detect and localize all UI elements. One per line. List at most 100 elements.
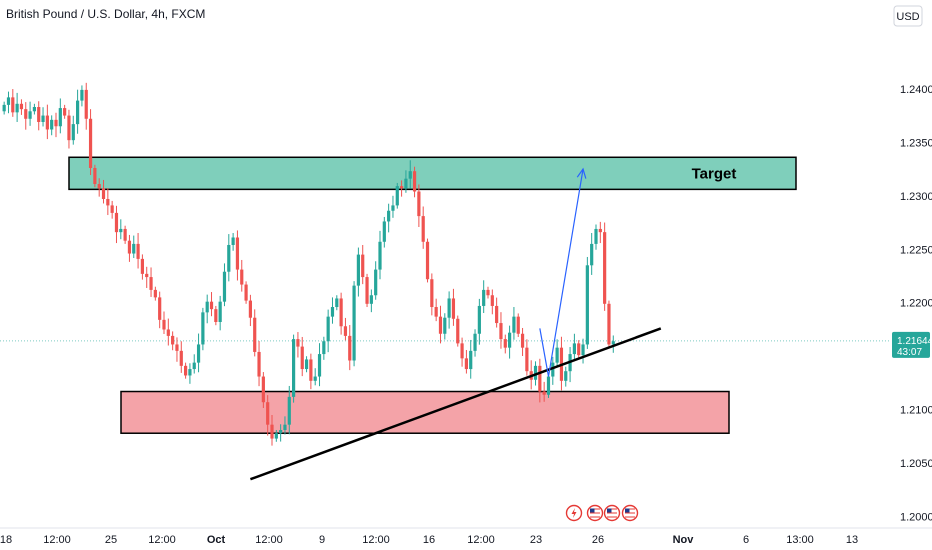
candle[interactable] xyxy=(2,101,6,115)
candle[interactable] xyxy=(421,206,425,249)
candle[interactable] xyxy=(525,339,529,376)
candle[interactable] xyxy=(512,307,516,340)
candle[interactable] xyxy=(317,343,322,387)
candle[interactable] xyxy=(495,297,499,328)
candle[interactable] xyxy=(101,179,106,204)
candle[interactable] xyxy=(395,182,399,209)
candle[interactable] xyxy=(171,331,175,351)
candle[interactable] xyxy=(218,295,222,331)
candle[interactable] xyxy=(209,292,214,317)
candle[interactable] xyxy=(54,112,58,138)
candle[interactable] xyxy=(253,309,257,357)
candle[interactable] xyxy=(430,273,434,316)
resistance-zone[interactable] xyxy=(68,156,797,191)
candle[interactable] xyxy=(50,115,54,136)
candle[interactable] xyxy=(166,318,170,346)
candle[interactable] xyxy=(378,230,382,280)
candle[interactable] xyxy=(490,289,494,315)
currency-button[interactable] xyxy=(893,5,923,27)
candle[interactable] xyxy=(611,335,615,353)
candle[interactable] xyxy=(482,280,486,314)
candle[interactable] xyxy=(24,102,28,130)
candle[interactable] xyxy=(343,317,348,341)
candle[interactable] xyxy=(270,415,274,446)
candle[interactable] xyxy=(274,430,278,442)
candle[interactable] xyxy=(460,337,464,367)
candle[interactable] xyxy=(28,101,32,126)
candle[interactable] xyxy=(572,333,576,362)
candle[interactable] xyxy=(149,267,153,297)
candle[interactable] xyxy=(408,160,412,189)
candle[interactable] xyxy=(590,233,594,275)
candle[interactable] xyxy=(63,104,67,119)
projection-path[interactable] xyxy=(539,168,584,377)
candle[interactable] xyxy=(438,305,443,344)
candle[interactable] xyxy=(140,254,144,280)
candle[interactable] xyxy=(67,109,71,149)
candle[interactable] xyxy=(279,424,283,442)
candle[interactable] xyxy=(546,373,551,398)
candle[interactable] xyxy=(499,312,503,349)
candle[interactable] xyxy=(192,354,196,374)
candle[interactable] xyxy=(348,324,352,371)
candle[interactable] xyxy=(287,385,291,435)
candle[interactable] xyxy=(313,368,317,386)
time-axis[interactable]: 18 12:00 25 12:00 Oct 12:00 9 12:00 16 12:00 23 26 N… xyxy=(0,527,932,546)
candle[interactable] xyxy=(473,329,477,357)
us-flag-icon[interactable] xyxy=(621,504,639,522)
candle[interactable] xyxy=(58,98,62,134)
candle[interactable] xyxy=(516,313,520,337)
candle[interactable] xyxy=(551,356,555,385)
candle[interactable] xyxy=(581,338,585,364)
candle[interactable] xyxy=(71,115,75,145)
candle[interactable] xyxy=(235,230,240,281)
candle[interactable] xyxy=(222,263,227,307)
candle[interactable] xyxy=(231,233,235,251)
candle[interactable] xyxy=(240,259,244,292)
candle[interactable] xyxy=(214,305,218,326)
candle[interactable] xyxy=(145,266,149,288)
candle[interactable] xyxy=(477,298,481,345)
candle[interactable] xyxy=(158,291,162,329)
candle[interactable] xyxy=(179,341,183,373)
candle[interactable] xyxy=(464,350,468,374)
candle[interactable] xyxy=(266,395,270,436)
candle[interactable] xyxy=(425,238,430,283)
candle[interactable] xyxy=(443,313,447,340)
candle[interactable] xyxy=(456,315,460,347)
candle[interactable] xyxy=(88,109,93,176)
candle[interactable] xyxy=(352,281,356,367)
candle[interactable] xyxy=(80,85,84,107)
candle[interactable] xyxy=(326,309,330,353)
candle[interactable] xyxy=(132,235,136,259)
candle[interactable] xyxy=(196,333,201,373)
candle[interactable] xyxy=(330,297,335,324)
candle[interactable] xyxy=(292,334,296,403)
candle[interactable] xyxy=(365,273,369,308)
candle[interactable] xyxy=(41,107,45,127)
candle[interactable] xyxy=(486,286,490,299)
candle[interactable] xyxy=(32,103,36,115)
candle[interactable] xyxy=(6,91,11,114)
current-price-badge[interactable] xyxy=(892,331,930,358)
candle[interactable] xyxy=(607,300,611,348)
event-icons[interactable] xyxy=(565,504,639,522)
candle[interactable] xyxy=(127,234,132,262)
candle[interactable] xyxy=(261,372,265,408)
candle[interactable] xyxy=(123,225,127,244)
candle[interactable] xyxy=(603,222,607,311)
candle[interactable] xyxy=(382,216,386,248)
candle[interactable] xyxy=(538,358,542,403)
candle[interactable] xyxy=(400,180,404,197)
us-flag-icon[interactable] xyxy=(586,504,604,522)
price-axis[interactable]: USD 1.24000 1.23500 1.23000 1.22500 1.22000 1… xyxy=(892,5,932,524)
candle[interactable] xyxy=(451,288,456,326)
candle[interactable] xyxy=(508,325,512,359)
candle[interactable] xyxy=(93,164,97,188)
candle[interactable] xyxy=(283,416,287,435)
candle[interactable] xyxy=(244,281,248,304)
candle[interactable] xyxy=(577,340,581,359)
candle[interactable] xyxy=(520,327,525,357)
candle[interactable] xyxy=(11,89,15,117)
